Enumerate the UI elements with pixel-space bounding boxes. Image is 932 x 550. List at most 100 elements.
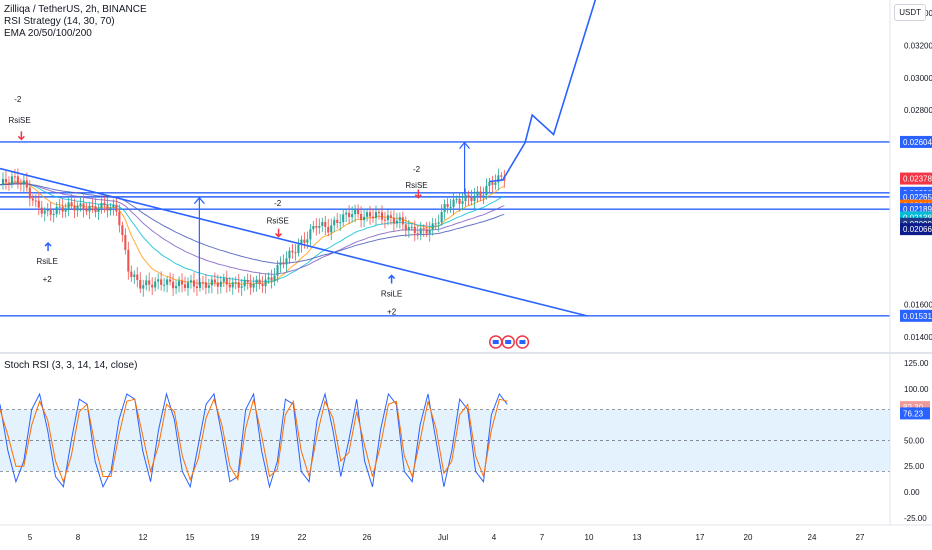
candle-body — [216, 282, 219, 287]
candle-body — [13, 176, 16, 178]
candle-body — [494, 182, 497, 185]
candle-body — [339, 222, 342, 224]
candle-body — [380, 212, 384, 220]
candle-body — [258, 279, 261, 285]
candle-body — [366, 212, 369, 217]
candle-body — [407, 227, 410, 231]
candle-body — [476, 191, 479, 196]
candle-body — [303, 239, 306, 243]
candle-body — [446, 203, 449, 208]
projection-path[interactable] — [489, 0, 597, 183]
candle-body — [46, 209, 49, 211]
candle-body — [64, 208, 67, 212]
candle-body — [395, 220, 398, 224]
horizontal-levels[interactable] — [0, 141, 890, 317]
rsi-strategy-label[interactable]: RSI Strategy (14, 30, 70) — [4, 16, 115, 27]
price-axis[interactable]: 0.034000.032000.030000.028000.016000.014… — [889, 0, 932, 525]
strategy-annotation: RsiLE — [36, 257, 57, 266]
time-tick-label: 20 — [744, 533, 753, 542]
candle-body — [288, 250, 291, 259]
candle-body — [52, 214, 55, 216]
candle-body — [279, 262, 282, 266]
stoch-value-tag — [900, 407, 930, 420]
strategy-annotation: RsiSE — [267, 217, 289, 226]
stoch-tick-label: 0.00 — [904, 488, 920, 497]
stoch-title[interactable]: Stoch RSI (3, 3, 14, 14, close) — [4, 360, 138, 371]
candle-body — [160, 279, 163, 285]
stoch-value-label: 76.23 — [903, 409, 924, 418]
candle-body — [270, 277, 273, 281]
candle-body — [437, 222, 440, 224]
candle-body — [392, 217, 395, 224]
candle-body — [40, 207, 43, 214]
candle-body — [70, 202, 73, 206]
sell-signal-arrow-icon — [414, 189, 422, 199]
candle-body — [34, 200, 37, 202]
price-tag — [900, 309, 932, 322]
candle-body — [163, 284, 166, 286]
candle-body — [470, 197, 473, 202]
candle-body — [1, 179, 5, 185]
candle-body — [180, 280, 184, 285]
candle-body — [49, 209, 52, 215]
candle-body — [4, 179, 8, 183]
strategy-annotation: RsiSE — [405, 181, 427, 190]
drawn-lines[interactable] — [0, 0, 597, 317]
candle-body — [282, 262, 285, 265]
price-tag-label: 0.02604 — [903, 138, 932, 147]
candle-body — [264, 279, 267, 287]
candle-body — [360, 214, 363, 221]
candle-body — [115, 205, 118, 212]
candle-body — [228, 284, 231, 288]
ema-label[interactable]: EMA 20/50/100/200 — [4, 28, 92, 39]
candle-body — [37, 200, 40, 208]
symbol-title[interactable]: Zilliqa / TetherUS, 2h, BINANCE — [4, 4, 147, 15]
event-flags[interactable] — [488, 335, 530, 349]
price-tag — [900, 172, 932, 185]
candle-body — [383, 219, 386, 221]
candle-body — [285, 258, 288, 265]
candle-body — [309, 229, 312, 240]
candle-body — [157, 279, 160, 282]
candle-body — [106, 205, 109, 211]
candle-body — [124, 235, 127, 250]
time-tick-label: 5 — [28, 533, 33, 542]
flag-inner-icon — [519, 340, 526, 344]
candle-body — [127, 249, 130, 272]
candle-body — [175, 286, 178, 289]
time-tick-label: 27 — [856, 533, 865, 542]
price-tag-label: 0.02189 — [903, 205, 932, 214]
price-tick-label: 0.03200 — [904, 41, 932, 50]
candle-body — [336, 219, 339, 223]
time-axis[interactable]: 5 8 12 15 19 22 26 Jul 4 7 10 13 17 20 24 27 — [0, 524, 932, 542]
flag-inner-icon — [505, 340, 512, 344]
candle-body — [189, 280, 193, 283]
candle-body — [234, 282, 237, 284]
stoch-series-line — [0, 397, 508, 484]
candle-body — [231, 282, 234, 288]
candle-body — [243, 280, 246, 287]
candle-body — [139, 279, 142, 289]
candle-body — [374, 211, 378, 219]
candle-body — [195, 286, 198, 289]
time-tick-label: 26 — [363, 533, 372, 542]
price-tick-label: 0.03000 — [904, 74, 932, 83]
candle-body — [85, 209, 88, 212]
candle-body — [342, 214, 345, 223]
candle-body — [16, 176, 19, 184]
price-tick-label: 0.02800 — [904, 106, 932, 115]
candle-body — [58, 206, 61, 208]
time-tick-label: 17 — [696, 533, 705, 542]
candle-body — [312, 226, 315, 230]
candle-body — [404, 224, 407, 231]
currency-button[interactable]: USDT — [894, 4, 926, 21]
descending-trendline[interactable] — [0, 167, 588, 317]
candle-body — [371, 216, 375, 219]
candle-body — [306, 239, 309, 243]
candle-body — [22, 180, 25, 185]
candle-body — [28, 187, 31, 199]
candle-body — [237, 282, 240, 288]
candle-body — [73, 205, 76, 211]
candle-body — [497, 175, 500, 183]
